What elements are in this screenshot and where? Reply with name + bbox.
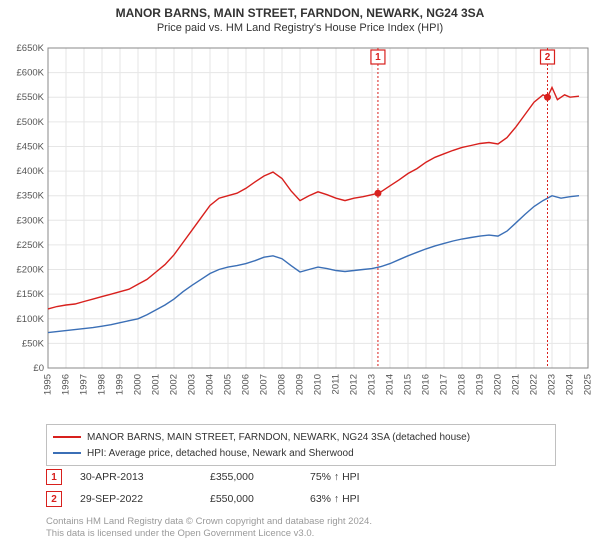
svg-text:£500K: £500K <box>17 117 45 128</box>
legend-swatch <box>53 452 81 454</box>
svg-text:£200K: £200K <box>17 265 45 276</box>
svg-text:2002: 2002 <box>169 374 180 395</box>
svg-text:£350K: £350K <box>17 191 45 202</box>
sale-price: £355,000 <box>210 471 310 483</box>
svg-text:2025: 2025 <box>583 374 594 395</box>
footnote-line: This data is licensed under the Open Gov… <box>46 528 556 540</box>
svg-text:1996: 1996 <box>61 374 72 395</box>
svg-text:£550K: £550K <box>17 92 45 103</box>
svg-text:2000: 2000 <box>133 374 144 395</box>
sale-pct: 75% ↑ HPI <box>310 471 410 483</box>
sale-pct: 63% ↑ HPI <box>310 493 410 505</box>
sale-row: 1 30-APR-2013 £355,000 75% ↑ HPI <box>46 466 556 488</box>
legend-row: MANOR BARNS, MAIN STREET, FARNDON, NEWAR… <box>53 429 549 445</box>
svg-text:£300K: £300K <box>17 215 45 226</box>
sale-date: 29-SEP-2022 <box>80 493 210 505</box>
legend-row: HPI: Average price, detached house, Newa… <box>53 445 549 461</box>
chart-svg: £0 £50K £100K £150K £200K £250K £300K £350K £400… <box>6 40 594 420</box>
footnote-line: Contains HM Land Registry data © Crown c… <box>46 516 556 528</box>
sale-marker-num: 1 <box>51 472 57 483</box>
legend-label: MANOR BARNS, MAIN STREET, FARNDON, NEWAR… <box>87 432 470 443</box>
svg-text:2018: 2018 <box>457 374 468 395</box>
footnote: Contains HM Land Registry data © Crown c… <box>46 516 556 541</box>
title-block: MANOR BARNS, MAIN STREET, FARNDON, NEWAR… <box>0 0 600 34</box>
sale-marker-icon: 2 <box>46 491 62 507</box>
svg-text:2020: 2020 <box>493 374 504 395</box>
svg-text:2004: 2004 <box>205 374 216 395</box>
chart-subtitle: Price paid vs. HM Land Registry's House … <box>0 22 600 34</box>
chart-title: MANOR BARNS, MAIN STREET, FARNDON, NEWAR… <box>0 6 600 20</box>
svg-text:£650K: £650K <box>17 43 45 54</box>
svg-text:2011: 2011 <box>331 374 342 394</box>
sale-price: £550,000 <box>210 493 310 505</box>
svg-text:2022: 2022 <box>529 374 540 395</box>
svg-text:2016: 2016 <box>421 374 432 395</box>
svg-text:£150K: £150K <box>17 289 45 300</box>
chart: £0 £50K £100K £150K £200K £250K £300K £350K £400… <box>6 40 594 420</box>
svg-text:2007: 2007 <box>259 374 270 395</box>
svg-text:2024: 2024 <box>565 374 576 395</box>
sale-date: 30-APR-2013 <box>80 471 210 483</box>
svg-text:2008: 2008 <box>277 374 288 395</box>
sale-row: 2 29-SEP-2022 £550,000 63% ↑ HPI <box>46 488 556 510</box>
svg-text:2012: 2012 <box>349 374 360 395</box>
svg-text:2017: 2017 <box>439 374 450 395</box>
svg-text:2019: 2019 <box>475 374 486 395</box>
svg-text:1: 1 <box>375 52 381 63</box>
svg-text:2009: 2009 <box>295 374 306 395</box>
sale-marker-num: 2 <box>51 494 57 505</box>
sale-marker-icon: 1 <box>46 469 62 485</box>
svg-text:£50K: £50K <box>22 338 45 349</box>
legend-swatch <box>53 436 81 438</box>
svg-text:2015: 2015 <box>403 374 414 395</box>
svg-text:2013: 2013 <box>367 374 378 395</box>
svg-text:1998: 1998 <box>97 374 108 395</box>
svg-text:2021: 2021 <box>511 374 522 395</box>
svg-text:£450K: £450K <box>17 141 45 152</box>
svg-text:2006: 2006 <box>241 374 252 395</box>
svg-text:2: 2 <box>545 52 551 63</box>
svg-text:£250K: £250K <box>17 240 45 251</box>
svg-text:2023: 2023 <box>547 374 558 395</box>
svg-text:2014: 2014 <box>385 374 396 395</box>
legend-label: HPI: Average price, detached house, Newa… <box>87 448 354 459</box>
svg-text:2003: 2003 <box>187 374 198 395</box>
svg-text:£100K: £100K <box>17 314 45 325</box>
svg-text:£400K: £400K <box>17 166 45 177</box>
svg-text:1997: 1997 <box>79 374 90 395</box>
svg-text:2010: 2010 <box>313 374 324 395</box>
svg-text:£600K: £600K <box>17 68 45 79</box>
svg-text:1999: 1999 <box>115 374 126 395</box>
svg-text:£0: £0 <box>33 363 44 374</box>
page: MANOR BARNS, MAIN STREET, FARNDON, NEWAR… <box>0 0 600 560</box>
svg-text:2005: 2005 <box>223 374 234 395</box>
svg-text:1995: 1995 <box>43 374 54 395</box>
legend: MANOR BARNS, MAIN STREET, FARNDON, NEWAR… <box>46 424 556 466</box>
sales-list: 1 30-APR-2013 £355,000 75% ↑ HPI 2 29-SE… <box>46 466 556 510</box>
svg-text:2001: 2001 <box>151 374 162 395</box>
